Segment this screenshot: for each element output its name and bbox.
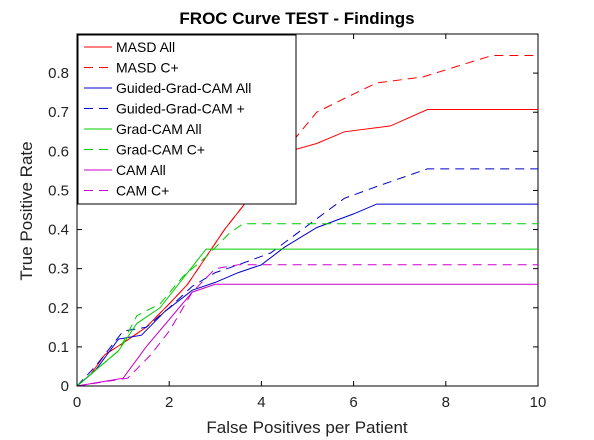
y-tick-label: 0.1 <box>48 339 69 356</box>
x-tick-label: 6 <box>349 394 357 411</box>
legend: MASD All MASD C+ Guided-Grad-CAM All Guided… <box>77 34 297 205</box>
series-line-3 <box>76 168 538 387</box>
y-axis-label: True Positive Rate <box>17 141 36 280</box>
legend-label: Grad-CAM C+ <box>116 142 205 158</box>
series-line-7 <box>76 264 538 387</box>
x-tick-label: 4 <box>257 394 265 411</box>
y-tick-label: 0 <box>61 378 69 395</box>
series-line-2 <box>76 203 538 387</box>
axis-layer: 0 2 4 6 8 10 0 0.1 0.2 0.3 0.4 0.5 0.6 0.7 0.8 <box>48 34 546 411</box>
legend-label: Guided-Grad-CAM All <box>116 80 251 96</box>
x-tick-label: 2 <box>165 394 173 411</box>
y-tick-label: 0.4 <box>48 222 69 239</box>
legend-box <box>77 34 297 205</box>
x-tick-label: 8 <box>442 394 450 411</box>
series-line-5 <box>76 223 538 387</box>
legend-label: Guided-Grad-CAM + <box>116 101 245 117</box>
legend-label: Grad-CAM All <box>116 121 202 137</box>
y-tick-label: 0.5 <box>48 182 69 199</box>
series-line-1 <box>76 55 538 387</box>
series-line-6 <box>76 283 538 387</box>
y-tick-label: 0.8 <box>48 65 69 82</box>
y-tick-label: 0.2 <box>48 300 69 317</box>
y-tick-label: 0.7 <box>48 104 69 121</box>
legend-label: MASD C+ <box>116 60 179 76</box>
series-layer <box>76 55 538 387</box>
series-line-4 <box>76 248 538 387</box>
chart-title: FROC Curve TEST - Findings <box>179 9 414 28</box>
legend-label: CAM All <box>116 162 166 178</box>
y-tick-label: 0.3 <box>48 261 69 278</box>
x-axis-label: False Positives per Patient <box>206 418 408 437</box>
legend-label: MASD All <box>116 39 175 55</box>
y-tick-label: 0.6 <box>48 143 69 160</box>
x-tick-label: 10 <box>530 394 547 411</box>
x-tick-label: 0 <box>73 394 81 411</box>
legend-label: CAM C+ <box>116 183 169 199</box>
